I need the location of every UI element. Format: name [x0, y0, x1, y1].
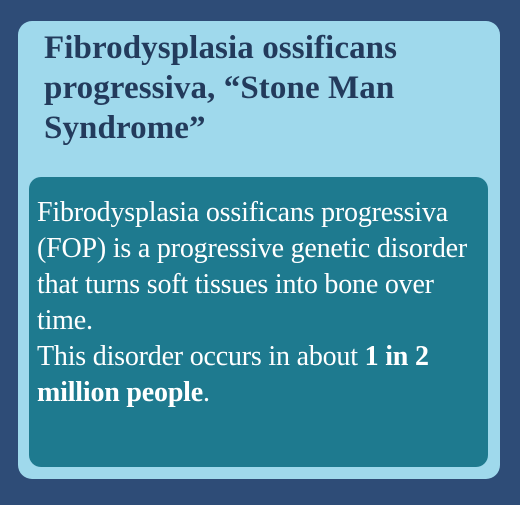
info-card: Fibrodysplasia ossificans progressiva, “… — [18, 21, 500, 479]
card-title: Fibrodysplasia ossificans progressiva, “… — [44, 30, 398, 146]
occurrence-suffix: . — [203, 377, 210, 408]
description-panel: Fibrodysplasia ossificans progressiva (F… — [29, 177, 488, 467]
definition-text: Fibrodysplasia ossificans progressiva (F… — [37, 197, 467, 336]
occurrence-rate: 1 in 2 million people — [37, 341, 429, 408]
occurrence-prefix: This disorder occurs in about — [37, 341, 365, 372]
description-text: Fibrodysplasia ossificans progressiva (F… — [37, 195, 482, 411]
